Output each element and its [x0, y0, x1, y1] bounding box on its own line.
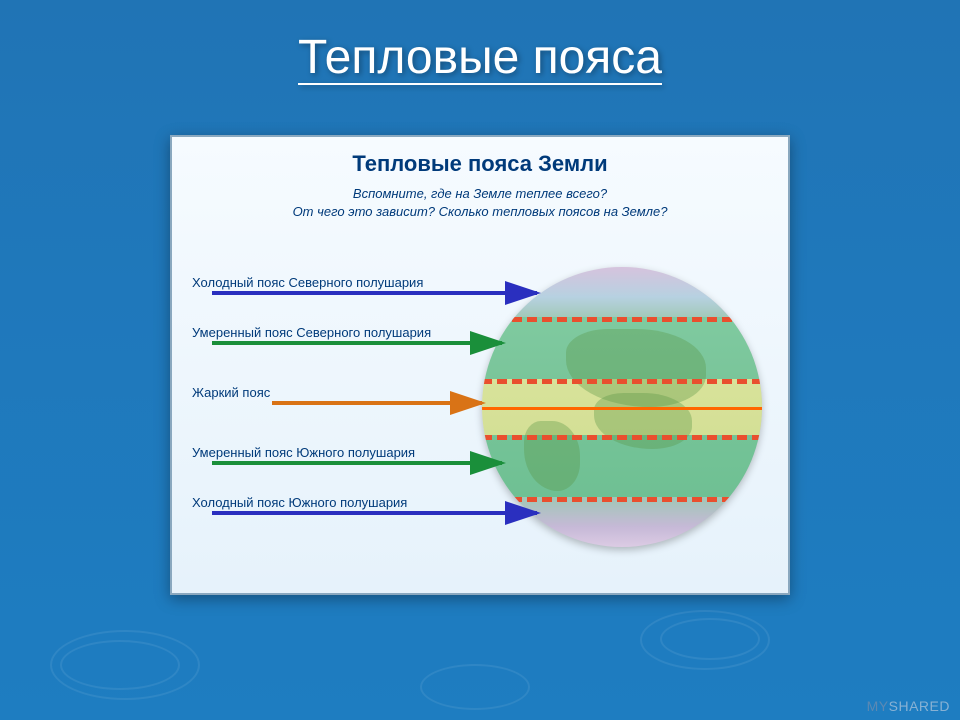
- belt-arrow-temp_n: [172, 333, 792, 353]
- watermark-prefix: MY: [867, 698, 889, 714]
- belt-arrow-cold_s: [172, 503, 792, 523]
- ripple-deco: [420, 664, 530, 710]
- watermark-suffix: SHARED: [889, 698, 950, 714]
- diagram-panel: Тепловые пояса Земли Вспомните, где на З…: [170, 135, 790, 595]
- ripple-deco: [50, 630, 200, 700]
- slide-title: Тепловые пояса: [0, 0, 960, 85]
- belt-diagram: Холодный пояс Северного полушарияУмеренн…: [172, 242, 792, 582]
- belt-arrow-cold_n: [172, 283, 792, 303]
- latitude-tropic-s: [482, 435, 762, 440]
- question-line-1: Вспомните, где на Земле теплее всего?: [353, 186, 607, 201]
- question-line-2: От чего это зависит? Сколько тепловых по…: [293, 204, 668, 219]
- latitude-arctic: [482, 317, 762, 322]
- latitude-antarctic: [482, 497, 762, 502]
- ripple-deco: [640, 610, 770, 670]
- panel-question: Вспомните, где на Земле теплее всего? От…: [172, 185, 788, 220]
- latitude-tropic-n: [482, 379, 762, 384]
- watermark: MYSHARED: [867, 698, 950, 714]
- panel-title: Тепловые пояса Земли: [172, 151, 788, 177]
- belt-arrow-temp_s: [172, 453, 792, 473]
- belt-arrow-hot: [172, 393, 792, 413]
